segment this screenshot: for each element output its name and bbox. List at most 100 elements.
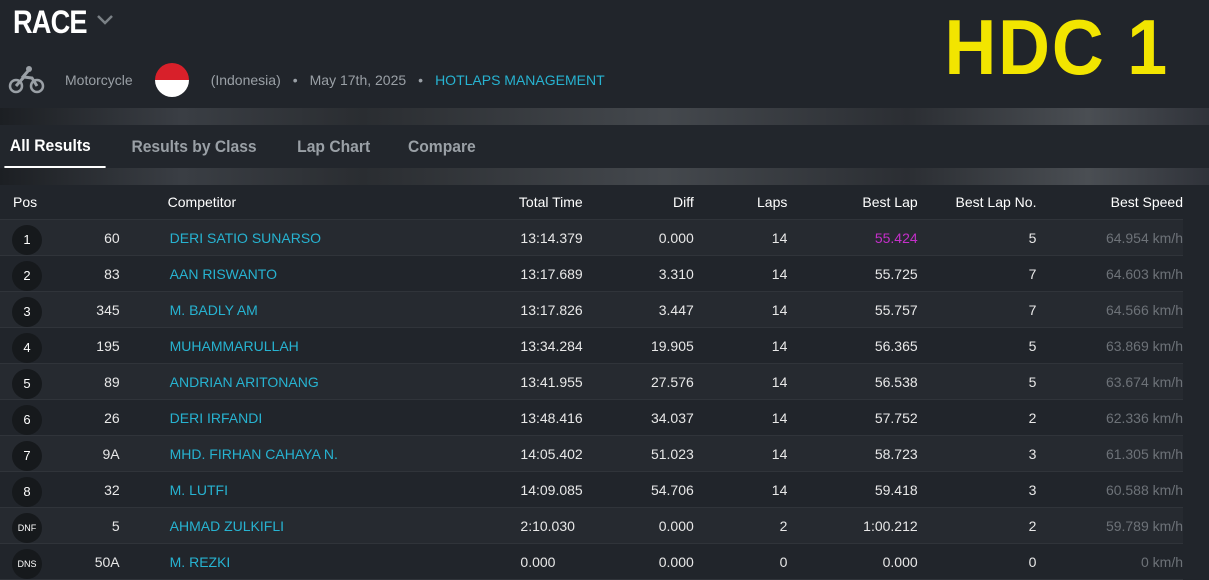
competitor[interactable]: M. REZKI bbox=[119, 543, 469, 580]
result-row: 4 195 MUHAMMARULLAH 13:34.284 19.905 14 56.365… bbox=[0, 327, 1183, 364]
total-time: 0.000 bbox=[468, 543, 583, 580]
position-badge: 6 bbox=[12, 404, 42, 435]
column-header bbox=[61, 185, 120, 220]
banner-strip bbox=[0, 168, 1209, 185]
position-badge: 4 bbox=[12, 332, 42, 363]
organizer-link[interactable]: HOTLAPS MANAGEMENT bbox=[435, 72, 605, 88]
best-lap-no: 2 bbox=[917, 399, 1037, 436]
best-lap: 0.000 bbox=[787, 543, 918, 580]
cell: 7 bbox=[0, 435, 62, 472]
number: 60 bbox=[61, 219, 120, 256]
best-speed: 62.336 km/h bbox=[1036, 399, 1183, 436]
position-badge: 7 bbox=[12, 440, 42, 471]
position-badge: DNS bbox=[12, 548, 42, 579]
best-speed: 63.674 km/h bbox=[1036, 363, 1183, 400]
best-lap: 58.723 bbox=[787, 435, 918, 472]
laps: 2 bbox=[693, 507, 788, 544]
number: 345 bbox=[61, 291, 120, 328]
diff: 54.706 bbox=[582, 471, 694, 508]
logo: HDC 1 bbox=[944, 3, 1169, 91]
cell: 5 bbox=[0, 363, 62, 400]
best-lap-no: 0 bbox=[917, 543, 1037, 580]
separator: • bbox=[418, 72, 424, 88]
result-row: DNS 50A M. REZKI 0.000 0.000 0 0.000 0 0 km/h bbox=[0, 543, 1183, 580]
best-speed: 59.789 km/h bbox=[1036, 507, 1183, 544]
best-speed: 0 km/h bbox=[1036, 543, 1183, 580]
column-header: Total Time bbox=[468, 185, 583, 220]
best-lap: 59.418 bbox=[787, 471, 918, 508]
diff: 34.037 bbox=[582, 399, 694, 436]
result-row: 7 9A MHD. FIRHAN CAHAYA N. 14:05.402 51.023 1… bbox=[0, 435, 1183, 472]
competitor[interactable]: DERI SATIO SUNARSO bbox=[119, 219, 469, 256]
laps: 14 bbox=[693, 399, 788, 436]
best-lap: 57.752 bbox=[787, 399, 918, 436]
best-lap: 56.365 bbox=[787, 327, 918, 364]
best-lap-no: 2 bbox=[917, 507, 1037, 544]
best-lap-no: 5 bbox=[917, 219, 1037, 256]
column-header: Best Lap No. bbox=[917, 185, 1037, 220]
category: Motorcycle bbox=[65, 72, 133, 88]
tab[interactable]: Compare bbox=[408, 137, 477, 156]
number: 26 bbox=[61, 399, 120, 436]
country: (Indonesia) bbox=[210, 72, 281, 88]
header-row: Pos Competitor Total Time Diff Laps Best Lap B… bbox=[0, 185, 1183, 220]
position-badge: 2 bbox=[12, 260, 42, 291]
dropdown-chevron[interactable] bbox=[96, 14, 114, 26]
total-time: 14:05.402 bbox=[468, 435, 583, 472]
number: 89 bbox=[61, 363, 120, 400]
laps: 14 bbox=[693, 435, 788, 472]
tab[interactable]: Results by Class bbox=[131, 137, 257, 156]
cell: DNF bbox=[0, 507, 62, 544]
result-row: 8 32 M. LUTFI 14:09.085 54.706 14 59.418 3 60.58… bbox=[0, 471, 1183, 508]
total-time: 13:41.955 bbox=[468, 363, 583, 400]
tab[interactable]: Lap Chart bbox=[297, 137, 371, 156]
laps: 14 bbox=[693, 219, 788, 256]
column-header: Competitor bbox=[119, 185, 469, 220]
competitor[interactable]: AAN RISWANTO bbox=[119, 255, 469, 292]
page-title: RACE bbox=[13, 4, 88, 40]
competitor[interactable]: M. LUTFI bbox=[119, 471, 469, 508]
best-lap-no: 3 bbox=[917, 435, 1037, 472]
result-row: 6 26 DERI IRFANDI 13:48.416 34.037 14 57.752 2 6… bbox=[0, 399, 1183, 436]
competitor[interactable]: ANDRIAN ARITONANG bbox=[119, 363, 469, 400]
total-time: 13:17.689 bbox=[468, 255, 583, 292]
best-lap: 55.757 bbox=[787, 291, 918, 328]
column-header: Best Lap bbox=[787, 185, 918, 220]
laps: 14 bbox=[693, 471, 788, 508]
competitor[interactable]: AHMAD ZULKIFLI bbox=[119, 507, 469, 544]
competitor[interactable]: M. BADLY AM bbox=[119, 291, 469, 328]
number: 9A bbox=[61, 435, 120, 472]
column-header: Laps bbox=[693, 185, 788, 220]
diff: 51.023 bbox=[582, 435, 694, 472]
best-lap-no: 7 bbox=[917, 255, 1037, 292]
column-header: Best Speed bbox=[1036, 185, 1183, 220]
diff: 19.905 bbox=[582, 327, 694, 364]
result-row: 2 83 AAN RISWANTO 13:17.689 3.310 14 55.725 7 64… bbox=[0, 255, 1183, 292]
number: 32 bbox=[61, 471, 120, 508]
total-time: 14:09.085 bbox=[468, 471, 583, 508]
competitor[interactable]: DERI IRFANDI bbox=[119, 399, 469, 436]
result-row: 3 345 M. BADLY AM 13:17.826 3.447 14 55.757 7 64… bbox=[0, 291, 1183, 328]
diff: 0.000 bbox=[582, 507, 694, 544]
competitor[interactable]: MHD. FIRHAN CAHAYA N. bbox=[119, 435, 469, 472]
total-time: 13:48.416 bbox=[468, 399, 583, 436]
separator: • bbox=[292, 72, 298, 88]
best-speed: 64.603 km/h bbox=[1036, 255, 1183, 292]
tab[interactable]: All Results bbox=[4, 125, 106, 168]
best-lap-no: 5 bbox=[917, 363, 1037, 400]
number: 83 bbox=[61, 255, 120, 292]
best-speed: 60.588 km/h bbox=[1036, 471, 1183, 508]
result-row: 1 60 DERI SATIO SUNARSO 13:14.379 0.000 14 55.… bbox=[0, 219, 1183, 256]
date: May 17th, 2025 bbox=[309, 72, 407, 88]
total-time: 2:10.030 bbox=[468, 507, 583, 544]
cell: 6 bbox=[0, 399, 62, 436]
result-row: 5 89 ANDRIAN ARITONANG 13:41.955 27.576 14 56.… bbox=[0, 363, 1183, 400]
best-lap: 55.424 bbox=[787, 219, 918, 256]
cell: DNS bbox=[0, 543, 62, 580]
position-badge: DNF bbox=[12, 512, 42, 543]
best-speed: 61.305 km/h bbox=[1036, 435, 1183, 472]
cell: 1 bbox=[0, 219, 62, 256]
result-row: DNF 5 AHMAD ZULKIFLI 2:10.030 0.000 2 1:00.212… bbox=[0, 507, 1183, 544]
laps: 14 bbox=[693, 255, 788, 292]
competitor[interactable]: MUHAMMARULLAH bbox=[119, 327, 469, 364]
